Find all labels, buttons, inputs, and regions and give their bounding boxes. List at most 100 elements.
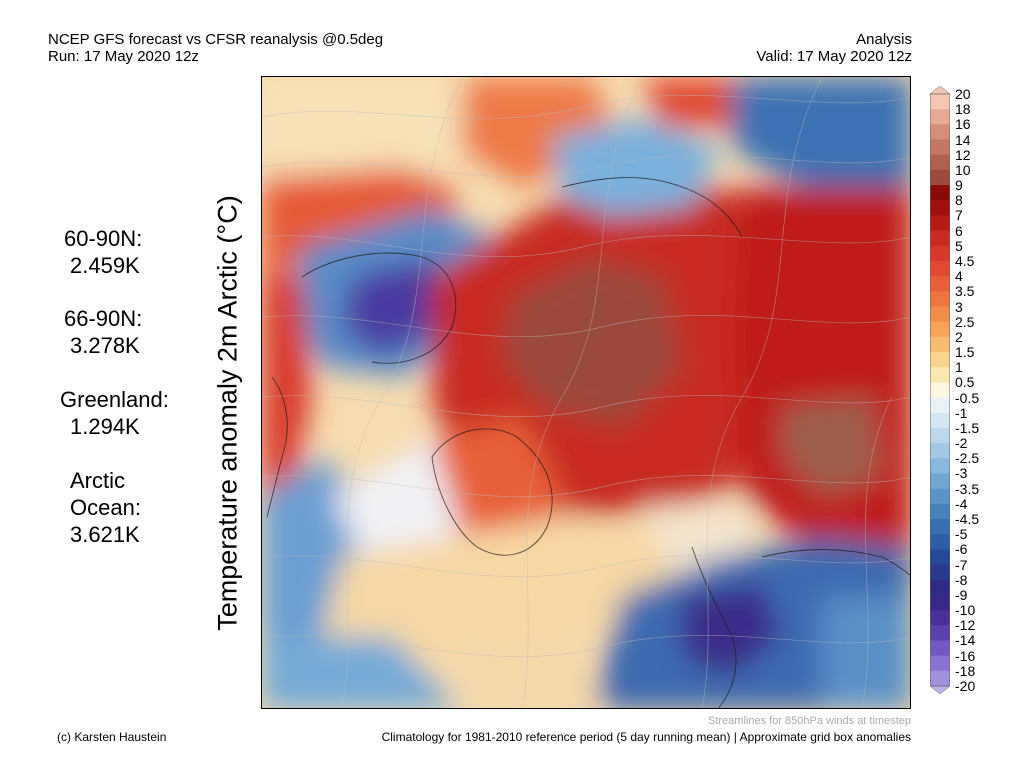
colorbar-tick-label: 9 bbox=[955, 177, 963, 194]
colorbar-tick-label: -7 bbox=[955, 556, 968, 573]
colorbar-segment bbox=[930, 291, 950, 308]
colorbar-tick-label: -14 bbox=[955, 632, 976, 649]
colorbar-segment bbox=[930, 185, 950, 201]
stat-region: 66-90N: bbox=[64, 306, 143, 331]
colorbar-segment bbox=[930, 336, 950, 353]
stat-region: Greenland: bbox=[60, 387, 169, 412]
colorbar-tick-label: -0.5 bbox=[955, 389, 980, 406]
colorbar-segment bbox=[930, 443, 950, 459]
colorbar-segment bbox=[930, 640, 950, 657]
colorbar-segment bbox=[930, 352, 950, 368]
anomaly-map bbox=[261, 76, 911, 709]
colorbar-tick-label: -1 bbox=[955, 404, 968, 421]
colorbar-top-arrow bbox=[930, 86, 950, 95]
colorbar-segment bbox=[930, 549, 950, 566]
colorbar-segment bbox=[930, 276, 950, 292]
map-svg bbox=[262, 77, 910, 708]
colorbar-tick-label: -18 bbox=[955, 662, 976, 679]
colorbar-tick-label: 14 bbox=[955, 131, 971, 148]
colorbar-tick-label: 20 bbox=[955, 86, 971, 102]
colorbar-tick-label: -2.5 bbox=[955, 450, 980, 467]
colorbar-tick-label: -16 bbox=[955, 647, 976, 664]
colorbar bbox=[930, 86, 950, 694]
colorbar-tick-label: 12 bbox=[955, 146, 971, 163]
colorbar-tick-label: 4.5 bbox=[955, 252, 975, 269]
stat-region: 60-90N: bbox=[64, 226, 143, 251]
colorbar-segment bbox=[930, 139, 950, 156]
stat-60-90n: 60-90N: 2.459K bbox=[64, 225, 142, 279]
colorbar-bottom-arrow bbox=[930, 685, 950, 694]
colorbar-segment bbox=[930, 245, 950, 262]
stat-value: 2.459K bbox=[70, 253, 140, 278]
colorbar-tick-label: 16 bbox=[955, 116, 971, 133]
colorbar-segment bbox=[930, 458, 950, 474]
run-time: Run: 17 May 2020 12z bbox=[48, 48, 199, 65]
forecast-title: NCEP GFS forecast vs CFSR reanalysis @0.… bbox=[48, 31, 384, 48]
analysis-label: Analysis bbox=[856, 31, 912, 48]
stat-region: Ocean: bbox=[70, 495, 141, 520]
colorbar-tick-label: 8 bbox=[955, 192, 963, 209]
colorbar-segment bbox=[930, 382, 950, 399]
colorbar-tick-label: 0.5 bbox=[955, 374, 975, 391]
colorbar-segment bbox=[930, 306, 950, 323]
colorbar-segment bbox=[930, 169, 950, 186]
streamlines bbox=[262, 77, 910, 708]
colorbar-segment bbox=[930, 610, 950, 626]
stat-value: 3.278K bbox=[70, 333, 140, 358]
colorbar-tick-label: -12 bbox=[955, 617, 976, 634]
colorbar-segment bbox=[930, 655, 950, 672]
colorbar-segment bbox=[930, 579, 950, 596]
colorbar-segment bbox=[930, 230, 950, 247]
colorbar-tick-label: -9 bbox=[955, 586, 968, 603]
stat-value: 1.294K bbox=[70, 414, 140, 439]
colorbar-segment bbox=[930, 519, 950, 535]
colorbar-tick-label: -4 bbox=[955, 495, 968, 512]
colorbar-segment bbox=[930, 412, 950, 429]
colorbar-tick-label: -8 bbox=[955, 571, 968, 588]
colorbar-segment bbox=[930, 534, 950, 550]
stat-greenland: Greenland: 1.294K bbox=[60, 386, 169, 440]
coastlines bbox=[266, 177, 910, 708]
colorbar-tick-label: -5 bbox=[955, 526, 968, 543]
colorbar-segment bbox=[930, 503, 950, 520]
colorbar-tick-label: -6 bbox=[955, 541, 968, 558]
colorbar-tick-label: -20 bbox=[955, 678, 976, 694]
colorbar-tick-label: -3 bbox=[955, 465, 968, 482]
climatology-note: Climatology for 1981-2010 reference peri… bbox=[381, 730, 911, 744]
colorbar-segment bbox=[930, 154, 950, 171]
colorbar-tick-label: 10 bbox=[955, 161, 971, 178]
colorbar-segment bbox=[930, 260, 950, 277]
header-right: Analysis Valid: 17 May 2020 12z bbox=[756, 31, 912, 65]
colorbar-tick-label: 6 bbox=[955, 222, 963, 239]
colorbar-segment bbox=[930, 367, 950, 383]
valid-time: Valid: 17 May 2020 12z bbox=[756, 48, 912, 65]
stat-value: 3.621K bbox=[70, 522, 140, 547]
colorbar-tick-label: 3.5 bbox=[955, 283, 975, 300]
colorbar-segment bbox=[930, 215, 950, 232]
colorbar-segment bbox=[930, 397, 950, 414]
colorbar-segment bbox=[930, 124, 950, 141]
colorbar-segment bbox=[930, 109, 950, 125]
colorbar-frame bbox=[930, 93, 950, 687]
colorbar-tick-label: -3.5 bbox=[955, 480, 980, 497]
colorbar-segment bbox=[930, 488, 950, 505]
colorbar-tick-label: 4 bbox=[955, 268, 963, 285]
colorbar-tick-label: -4.5 bbox=[955, 511, 980, 528]
stat-arctic-ocean: Arctic Ocean: 3.621K bbox=[70, 467, 141, 548]
colorbar-tick-label: -2 bbox=[955, 435, 968, 452]
colorbar-segment bbox=[930, 625, 950, 641]
anomaly-field bbox=[262, 77, 910, 708]
colorbar-segment bbox=[930, 200, 950, 216]
stat-66-90n: 66-90N: 3.278K bbox=[64, 305, 142, 359]
colorbar-segment bbox=[930, 594, 950, 611]
colorbar-tick-label: 2 bbox=[955, 328, 963, 345]
colorbar-segment bbox=[930, 94, 950, 110]
colorbar-segment bbox=[930, 670, 950, 687]
colorbar-segment bbox=[930, 564, 950, 581]
colorbar-tick-label: 18 bbox=[955, 101, 971, 118]
colorbar-tick-label: -10 bbox=[955, 602, 976, 619]
colorbar-tick-label: 2.5 bbox=[955, 313, 975, 330]
header-left: NCEP GFS forecast vs CFSR reanalysis @0.… bbox=[48, 31, 383, 65]
author-credit: (c) Karsten Haustein bbox=[57, 730, 167, 744]
colorbar-tick-label: 3 bbox=[955, 298, 963, 315]
